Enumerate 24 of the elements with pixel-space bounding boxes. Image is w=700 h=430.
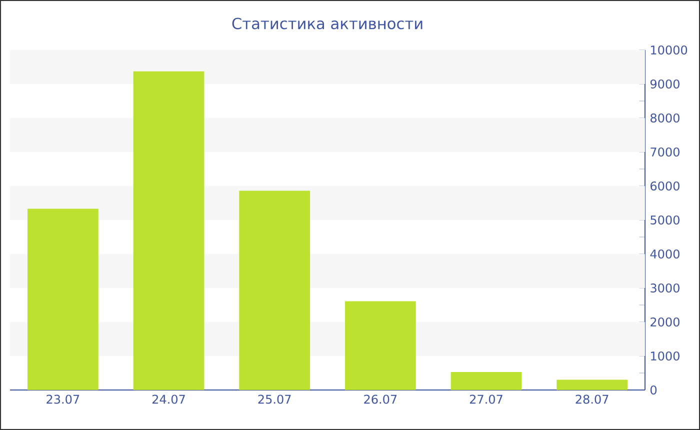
- y-tick-label: 2000: [650, 317, 680, 327]
- x-tick-label: 25.07: [258, 394, 291, 404]
- y-tick-label: 1000: [651, 351, 680, 361]
- chart-title: Статистика активности: [232, 18, 422, 30]
- bar: [133, 71, 204, 390]
- y-tick-label: 5000: [650, 215, 680, 225]
- y-tick-label: 7000: [650, 147, 680, 157]
- x-tick-label: 26.07: [364, 394, 397, 404]
- y-tick-label: 8000: [650, 113, 680, 123]
- x-tick-label: 28.07: [576, 394, 608, 404]
- y-tick-label: 6000: [650, 181, 680, 191]
- x-tick-label: 23.07: [46, 394, 80, 404]
- bar: [344, 301, 416, 390]
- x-tick-label: 27.07: [470, 394, 502, 404]
- bar: [239, 190, 310, 390]
- y-tick-label: 3000: [650, 283, 680, 293]
- y-tick-label: 10000: [651, 45, 688, 55]
- bar: [450, 372, 522, 390]
- y-tick-label: 9000: [650, 79, 680, 89]
- bar: [27, 208, 98, 390]
- y-tick-label: 4000: [650, 249, 680, 259]
- bar: [556, 380, 628, 390]
- y-tick-label: 0: [650, 385, 657, 395]
- x-tick-label: 24.07: [152, 394, 185, 404]
